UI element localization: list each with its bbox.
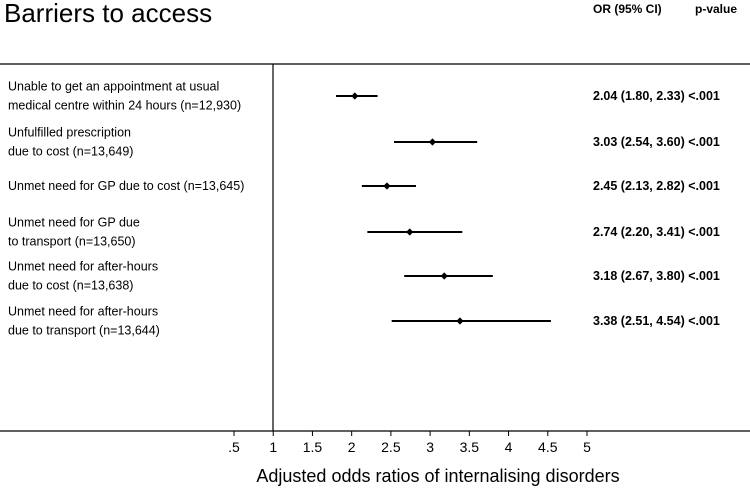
p-value-text: <.001 (688, 314, 720, 328)
row-label-line: Unmet need for GP due to cost (n=13,645) (8, 179, 244, 193)
row-label-line: due to cost (n=13,649) (8, 145, 133, 159)
x-axis-ticks: .5 1 1.5 2 2.5 3 3.5 4 4.5 5 (228, 431, 591, 455)
row-label-line: Unmet need for after-hours (8, 305, 158, 319)
row-label-line: Unable to get an appointment at usual (8, 80, 219, 94)
p-value-text: <.001 (688, 135, 720, 149)
tick-label: .5 (228, 439, 240, 455)
p-value-text: <.001 (688, 225, 720, 239)
estimate-label: 3.18 (2.67, 3.80) <.001 (593, 269, 720, 283)
tick-label: 4.5 (538, 439, 558, 455)
row-label-line: Unmet need for after-hours (8, 260, 158, 274)
chart-title: Barriers to access (4, 0, 212, 28)
estimate-label: 3.03 (2.54, 3.60) <.001 (593, 135, 720, 149)
forest-row: Unmet need for GP due to cost (n=13,645)… (8, 179, 720, 193)
point-estimate-marker (428, 138, 437, 146)
p-value-text: <.001 (688, 269, 720, 283)
tick-label: 1 (269, 439, 277, 455)
x-axis-title: Adjusted odds ratios of internalising di… (256, 466, 619, 486)
point-estimate-marker (406, 228, 414, 236)
or-ci-text: 2.04 (1.80, 2.33) (593, 89, 685, 103)
or-ci-text: 3.18 (2.67, 3.80) (593, 269, 685, 283)
tick-label: 2 (348, 439, 356, 455)
forest-row: Unable to get an appointment at usual med… (8, 80, 720, 113)
point-estimate-marker (383, 182, 391, 190)
row-label-line: due to transport (n=13,644) (8, 324, 160, 338)
tick-label: 2.5 (381, 439, 401, 455)
row-label-line: due to cost (n=13,638) (8, 279, 133, 293)
tick-label: 1.5 (303, 439, 323, 455)
row-label-line: to transport (n=13,650) (8, 235, 136, 249)
p-value-text: <.001 (688, 179, 720, 193)
rows-layer: Unable to get an appointment at usual med… (8, 80, 720, 338)
forest-row: Unmet need for after-hours due to transpo… (8, 305, 720, 338)
estimate-label: 2.04 (1.80, 2.33) <.001 (593, 89, 720, 103)
or-ci-text: 3.03 (2.54, 3.60) (593, 135, 685, 149)
point-estimate-marker (456, 317, 464, 325)
or-ci-text: 3.38 (2.51, 4.54) (593, 314, 685, 328)
point-estimate-marker (351, 92, 359, 100)
row-label-line: Unfulfilled prescription (8, 126, 131, 140)
point-estimate-marker (440, 272, 448, 280)
or-ci-text: 2.74 (2.20, 3.41) (593, 225, 685, 239)
tick-label: 4 (505, 439, 513, 455)
pvalue-column-header: p-value (695, 2, 737, 16)
estimate-label: 2.74 (2.20, 3.41) <.001 (593, 225, 720, 239)
estimate-label: 2.45 (2.13, 2.82) <.001 (593, 179, 720, 193)
estimate-column-header: OR (95% CI) (593, 2, 662, 16)
tick-label: 5 (583, 439, 591, 455)
p-value-text: <.001 (688, 89, 720, 103)
or-ci-text: 2.45 (2.13, 2.82) (593, 179, 685, 193)
row-label-line: Unmet need for GP due (8, 216, 140, 230)
tick-label: 3.5 (460, 439, 480, 455)
forest-row: Unmet need for GP due to transport (n=13,… (8, 216, 720, 249)
forest-row: Unmet need for after-hours due to cost (n… (8, 260, 720, 293)
estimate-label: 3.38 (2.51, 4.54) <.001 (593, 314, 720, 328)
row-label-line: medical centre within 24 hours (n=12,930… (8, 99, 241, 113)
tick-label: 3 (426, 439, 434, 455)
forest-row: Unfulfilled prescription due to cost (n=1… (8, 126, 720, 159)
